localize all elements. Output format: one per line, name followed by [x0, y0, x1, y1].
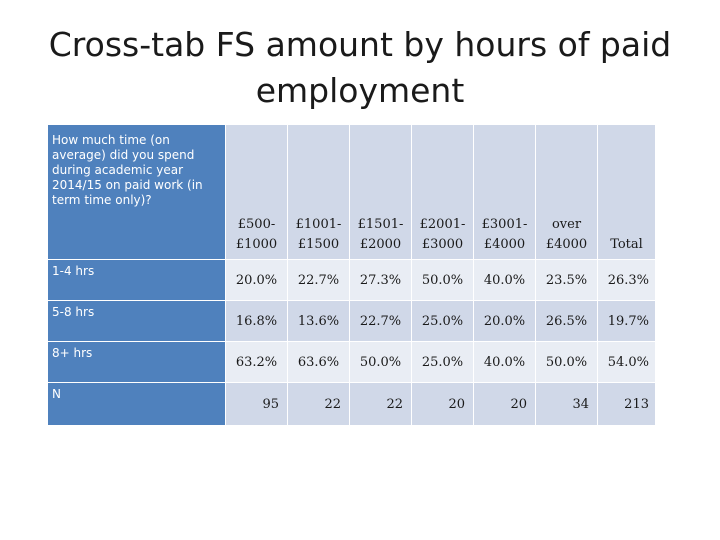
crosstab-table: How much time (on average) did you spend… [47, 124, 656, 426]
data-cell: 22 [287, 382, 350, 426]
column-header: over £4000 [535, 124, 598, 260]
column-header-line-2: £3000 [421, 237, 464, 252]
column-header: £1001- £1500 [287, 124, 350, 260]
data-cell: 50.0% [349, 341, 412, 383]
total-cell: 26.3% [597, 259, 656, 301]
data-cell: 20.0% [225, 259, 288, 301]
row-label: N [47, 382, 226, 426]
column-header: £500- £1000 [225, 124, 288, 260]
data-cell: 22.7% [287, 259, 350, 301]
data-cell: 63.6% [287, 341, 350, 383]
column-header: £2001- £3000 [411, 124, 474, 260]
data-cell: 25.0% [411, 341, 474, 383]
data-cell: 16.8% [225, 300, 288, 342]
column-header-line-2: Total [610, 237, 643, 252]
column-header: £1501- £2000 [349, 124, 412, 260]
header-row: How much time (on average) did you spend… [47, 124, 656, 260]
slide-title: Cross-tab FS amount by hours of paid emp… [0, 22, 720, 114]
column-header-line-1: £3001- [481, 217, 528, 232]
column-header-line-1: £1001- [295, 217, 342, 232]
data-cell: 25.0% [411, 300, 474, 342]
column-header-line-1: over [551, 217, 582, 232]
data-cell: 23.5% [535, 259, 598, 301]
slide-title-line-1: Cross-tab FS amount by hours of paid [48, 25, 672, 64]
table-row: N 95 22 22 20 20 34 213 [47, 382, 656, 426]
data-cell: 22 [349, 382, 412, 426]
data-cell: 13.6% [287, 300, 350, 342]
column-header-line-2: £4000 [483, 237, 526, 252]
total-cell: 19.7% [597, 300, 656, 342]
column-header-line-1: £1501- [357, 217, 404, 232]
column-header-line-2: £1500 [297, 237, 340, 252]
row-label: 1-4 hrs [47, 259, 226, 301]
row-label: 8+ hrs [47, 341, 226, 383]
table-row: 1-4 hrs 20.0% 22.7% 27.3% 50.0% 40.0% 23… [47, 259, 656, 301]
column-header-total: Total [597, 124, 656, 260]
question-cell: How much time (on average) did you spend… [47, 124, 226, 260]
data-cell: 34 [535, 382, 598, 426]
column-header: £3001- £4000 [473, 124, 536, 260]
data-cell: 95 [225, 382, 288, 426]
table-row: 8+ hrs 63.2% 63.6% 50.0% 25.0% 40.0% 50.… [47, 341, 656, 383]
column-header-line-2: £1000 [235, 237, 278, 252]
data-cell: 27.3% [349, 259, 412, 301]
column-header-line-2: £4000 [545, 237, 588, 252]
data-cell: 63.2% [225, 341, 288, 383]
data-cell: 50.0% [411, 259, 474, 301]
slide-title-line-2: employment [255, 71, 465, 110]
total-cell: 213 [597, 382, 656, 426]
row-label: 5-8 hrs [47, 300, 226, 342]
data-cell: 20 [473, 382, 536, 426]
column-header-line-1: £2001- [419, 217, 466, 232]
data-cell: 22.7% [349, 300, 412, 342]
data-cell: 20.0% [473, 300, 536, 342]
column-header-line-1: £500- [237, 217, 276, 232]
column-header-line-2: £2000 [359, 237, 402, 252]
data-cell: 26.5% [535, 300, 598, 342]
data-cell: 40.0% [473, 341, 536, 383]
data-cell: 40.0% [473, 259, 536, 301]
total-cell: 54.0% [597, 341, 656, 383]
data-cell: 20 [411, 382, 474, 426]
data-cell: 50.0% [535, 341, 598, 383]
table-row: 5-8 hrs 16.8% 13.6% 22.7% 25.0% 20.0% 26… [47, 300, 656, 342]
